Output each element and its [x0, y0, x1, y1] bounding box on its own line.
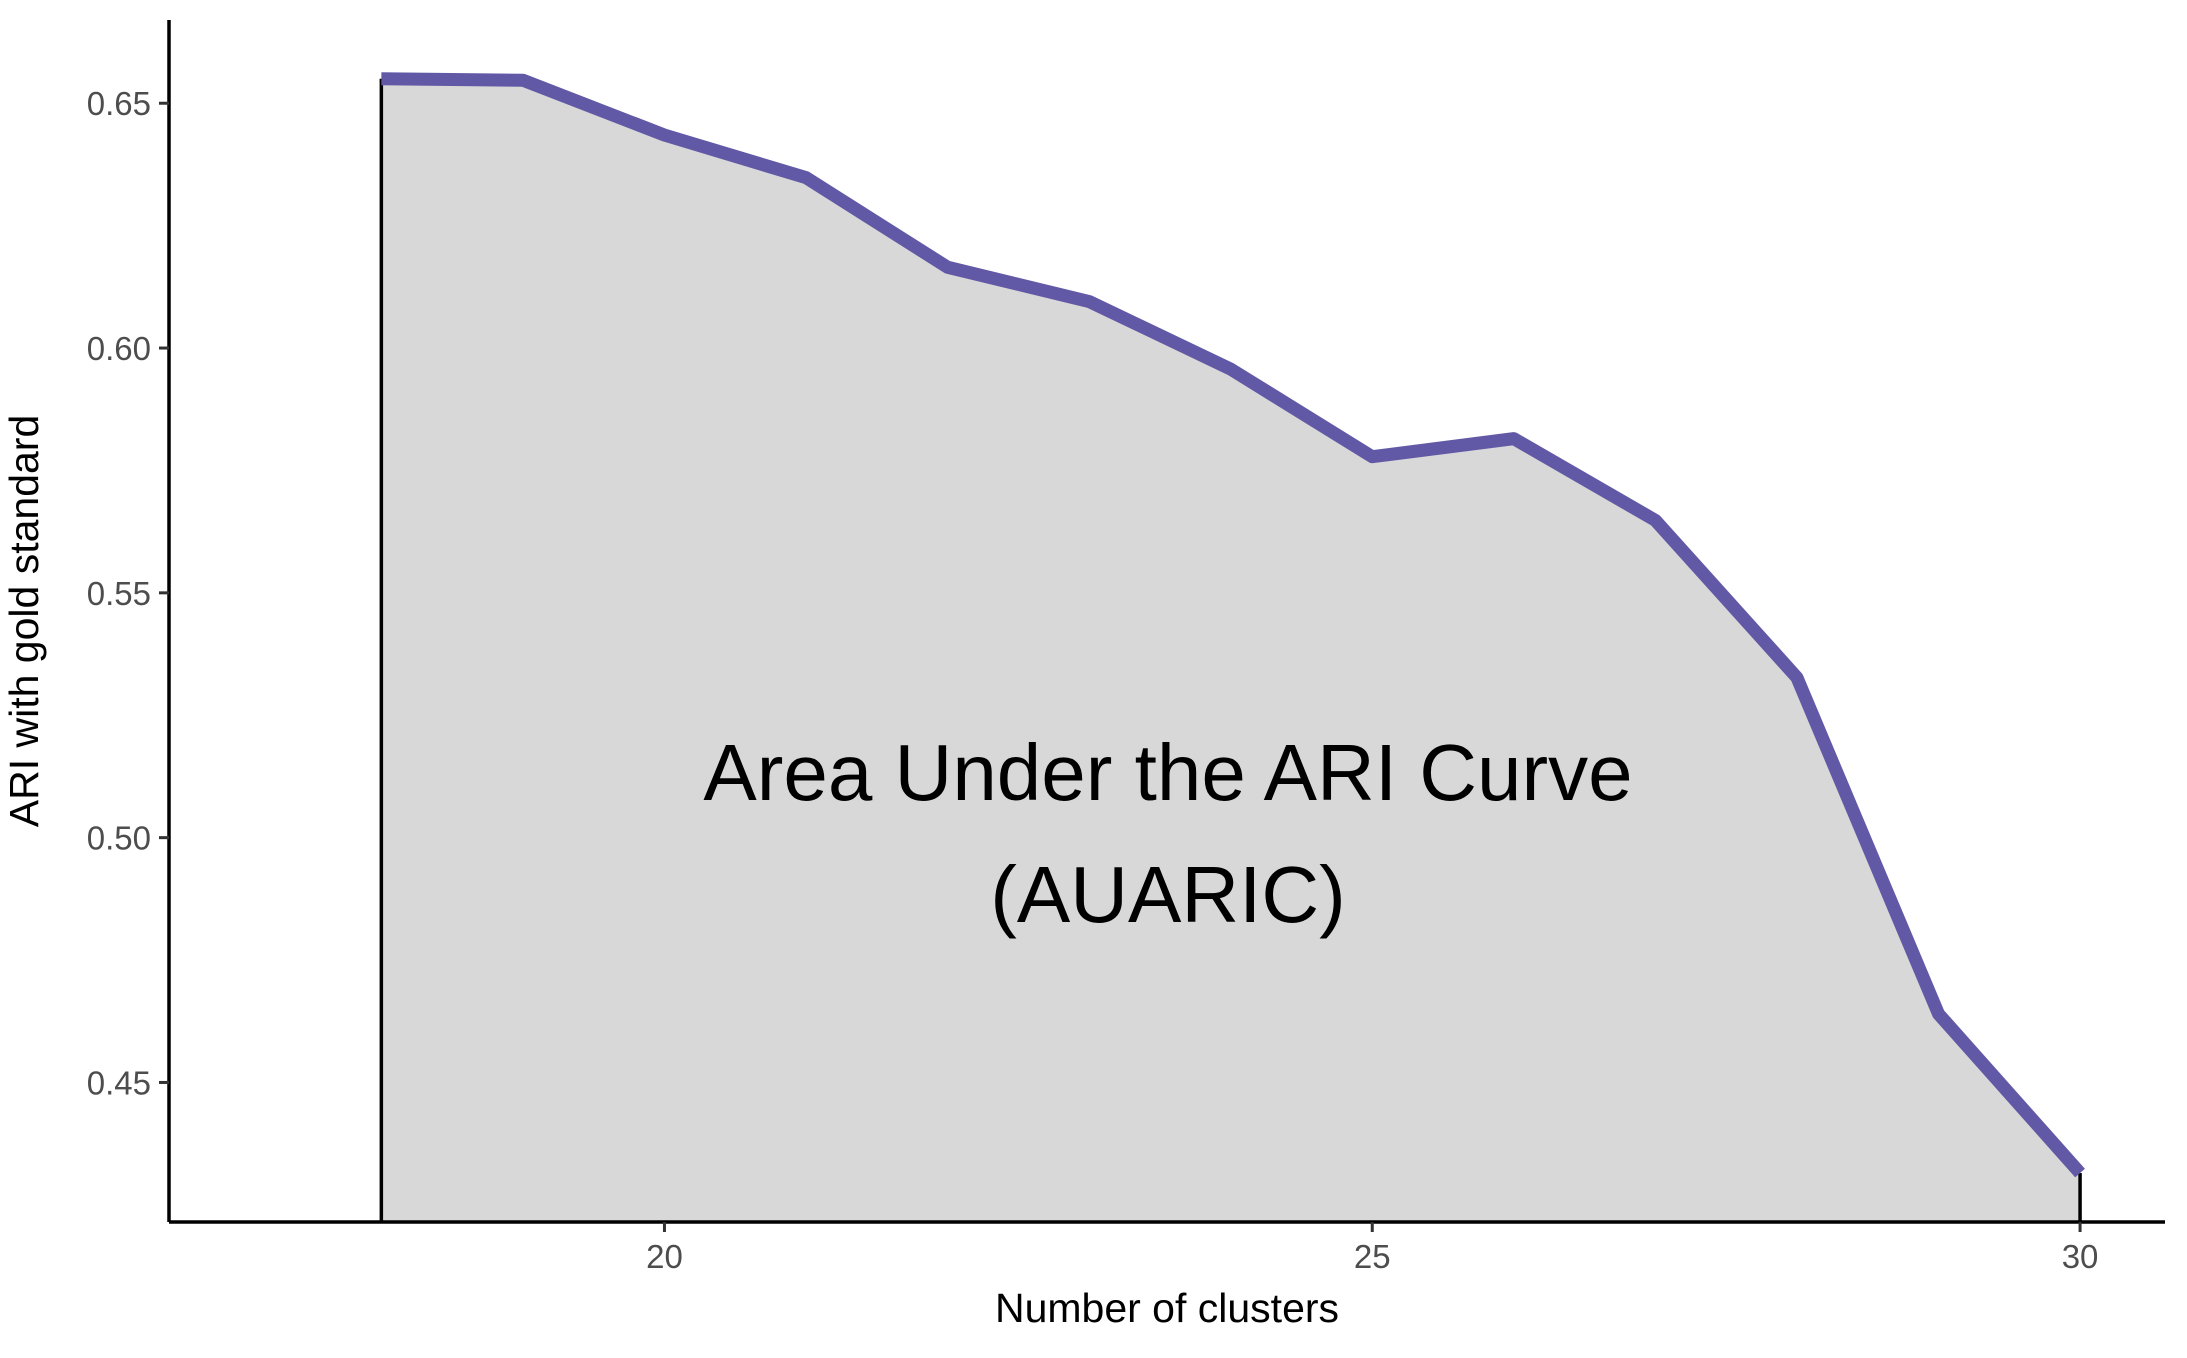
- x-tick-label: 25: [1354, 1238, 1391, 1275]
- y-tick-label: 0.45: [87, 1064, 151, 1101]
- ari-series-line: [381, 72, 2085, 1178]
- x-axis-title: Number of clusters: [995, 1285, 1339, 1331]
- annotation-line-1: Area Under the ARI Curve: [703, 728, 1632, 817]
- tick-layer: 20 25 30 0.45 0.50 0.55 0.60 0.65: [87, 85, 2099, 1275]
- y-axis-title: ARI with gold standard: [1, 415, 47, 828]
- y-tick-label: 0.60: [87, 330, 151, 367]
- annotation-line-2: (AUARIC): [990, 850, 1346, 939]
- shaded-area: [381, 78, 2081, 1223]
- y-tick-label: 0.55: [87, 575, 151, 612]
- line-layer: [381, 72, 2085, 1178]
- x-tick-label: 20: [646, 1238, 683, 1275]
- x-tick-label: 30: [2062, 1238, 2099, 1275]
- y-tick-label: 0.50: [87, 820, 151, 857]
- area-layer: [379, 78, 2082, 1223]
- y-tick-label: 0.65: [87, 85, 151, 122]
- axes-layer: [167, 20, 2165, 1224]
